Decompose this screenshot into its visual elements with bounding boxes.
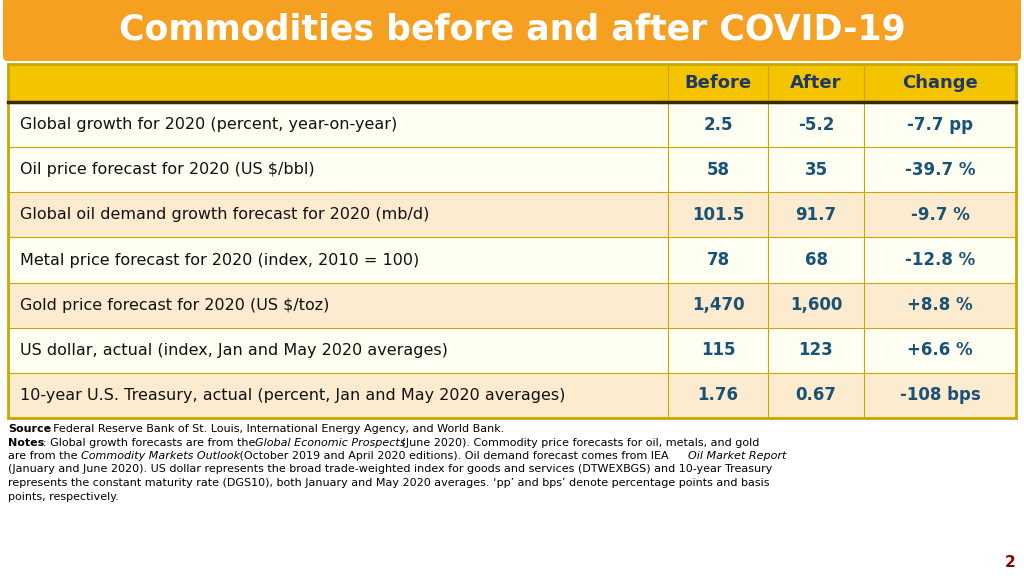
Text: 0.67: 0.67 [796,386,837,404]
Bar [8,102,1016,147]
Text: -9.7 %: -9.7 % [910,206,970,224]
Text: (June 2020). Commodity price forecasts for oil, metals, and gold: (June 2020). Commodity price forecasts f… [398,438,760,448]
Text: 10-year U.S. Treasury, actual (percent, Jan and May 2020 averages): 10-year U.S. Treasury, actual (percent, … [20,388,565,403]
Text: Global oil demand growth forecast for 2020 (mb/d): Global oil demand growth forecast for 20… [20,207,429,222]
Text: 1,600: 1,600 [790,296,842,314]
Text: 1,470: 1,470 [691,296,744,314]
Text: Global growth for 2020 (percent, year-on-year): Global growth for 2020 (percent, year-on… [20,117,397,132]
Text: +8.8 %: +8.8 % [907,296,973,314]
Text: 101.5: 101.5 [692,206,744,224]
Text: -5.2: -5.2 [798,116,835,134]
Bar [8,237,1016,283]
Text: +6.6 %: +6.6 % [907,342,973,359]
Text: Notes: Notes [8,438,44,448]
Text: 115: 115 [700,342,735,359]
Text: Gold price forecast for 2020 (US $/toz): Gold price forecast for 2020 (US $/toz) [20,298,330,313]
Text: represents the constant maturity rate (DGS10), both January and May 2020 average: represents the constant maturity rate (D… [8,478,769,488]
Text: : Global growth forecasts are from the: : Global growth forecasts are from the [43,438,259,448]
Text: After: After [791,74,842,92]
Text: Oil Market Report: Oil Market Report [688,451,786,461]
Text: US dollar, actual (index, Jan and May 2020 averages): US dollar, actual (index, Jan and May 20… [20,343,447,358]
Text: 91.7: 91.7 [796,206,837,224]
Text: Commodities before and after COVID-19: Commodities before and after COVID-19 [119,12,905,46]
Text: 58: 58 [707,161,729,179]
Bar [8,283,1016,328]
Text: -12.8 %: -12.8 % [905,251,975,269]
Text: -39.7 %: -39.7 % [905,161,975,179]
Text: -7.7 pp: -7.7 pp [907,116,973,134]
Text: 68: 68 [805,251,827,269]
Text: points, respectively.: points, respectively. [8,491,119,502]
Text: : Federal Reserve Bank of St. Louis, International Energy Agency, and World Bank: : Federal Reserve Bank of St. Louis, Int… [46,424,505,434]
Text: Before: Before [684,74,752,92]
Text: Global Economic Prospects: Global Economic Prospects [255,438,406,448]
Bar [8,147,1016,192]
Text: Metal price forecast for 2020 (index, 2010 = 100): Metal price forecast for 2020 (index, 20… [20,252,419,267]
Bar [8,192,1016,237]
Text: Commodity Markets Outlook: Commodity Markets Outlook [81,451,240,461]
Text: 2: 2 [1006,555,1016,570]
Text: 35: 35 [805,161,827,179]
Text: 123: 123 [799,342,834,359]
Text: 1.76: 1.76 [697,386,738,404]
Text: are from the: are from the [8,451,81,461]
Text: (January and June 2020). US dollar represents the broad trade-weighted index for: (January and June 2020). US dollar repre… [8,464,772,475]
Text: Oil price forecast for 2020 (US $/bbl): Oil price forecast for 2020 (US $/bbl) [20,162,314,177]
Bar [8,328,1016,373]
Text: Change: Change [902,74,978,92]
Text: 78: 78 [707,251,729,269]
FancyBboxPatch shape [3,0,1021,61]
Bar [8,64,1016,102]
Text: 2.5: 2.5 [703,116,733,134]
Text: -108 bps: -108 bps [900,386,980,404]
Bar [8,64,1016,418]
Text: (October 2019 and April 2020 editions). Oil demand forecast comes from IEA: (October 2019 and April 2020 editions). … [236,451,672,461]
Text: Source: Source [8,424,51,434]
Bar [8,373,1016,418]
